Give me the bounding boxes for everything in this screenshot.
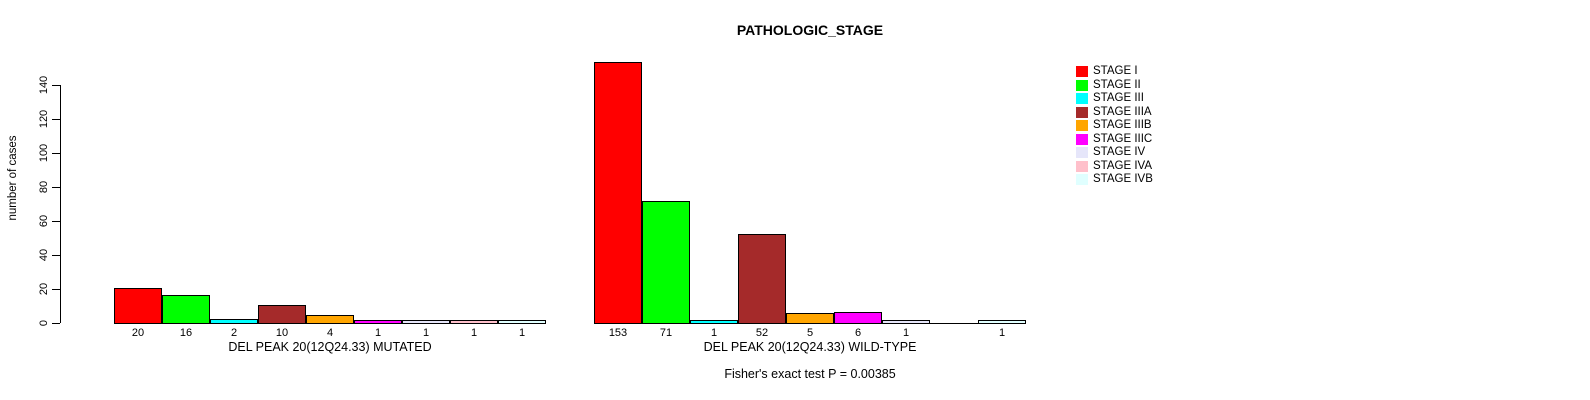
bar-stage-iv xyxy=(882,320,930,324)
bar-value-label: 10 xyxy=(275,327,289,339)
bar-value-label: 2 xyxy=(230,327,238,339)
bar-stage-iiia xyxy=(258,305,306,324)
y-tick xyxy=(52,323,60,324)
y-tick-label: 120 xyxy=(38,109,50,129)
bar-value-label: 5 xyxy=(806,327,814,339)
bar-stage-iiic xyxy=(834,312,882,324)
bar-stage-iv xyxy=(402,320,450,324)
y-tick xyxy=(52,255,60,256)
bar-value-label: 20 xyxy=(131,327,145,339)
bar-stage-i xyxy=(114,288,162,324)
bar-value-label: 153 xyxy=(608,327,628,339)
legend-label: STAGE IVB xyxy=(1093,173,1153,185)
bar-value-label: 1 xyxy=(422,327,430,339)
y-axis-label: number of cases xyxy=(7,135,19,221)
y-tick xyxy=(52,153,60,154)
legend-swatch-stage-iiia xyxy=(1076,106,1088,118)
bar-value-label: 52 xyxy=(755,327,769,339)
legend-label: STAGE IIIC xyxy=(1093,132,1153,145)
bar-value-label: 16 xyxy=(179,327,193,339)
y-tick-label: 80 xyxy=(38,180,50,194)
y-tick xyxy=(52,187,60,188)
bar-stage-ivb xyxy=(498,320,546,324)
bar-value-label: 4 xyxy=(326,327,334,339)
y-tick xyxy=(52,289,60,290)
legend-label: STAGE I xyxy=(1093,65,1138,77)
bar-value-label: 1 xyxy=(902,327,910,339)
y-tick-label: 100 xyxy=(38,143,50,163)
bar-value-label: 6 xyxy=(854,327,862,339)
y-tick-label: 0 xyxy=(38,319,50,327)
legend-swatch-stage-iva xyxy=(1076,160,1088,172)
y-tick-label: 60 xyxy=(38,214,50,228)
bar-stage-iva xyxy=(450,320,498,324)
legend-swatch-stage-ii xyxy=(1076,79,1088,91)
bar-stage-iiib xyxy=(306,315,354,324)
y-tick-label: 20 xyxy=(38,282,50,296)
legend-label: STAGE II xyxy=(1093,78,1141,91)
legend-label: STAGE IVA xyxy=(1093,159,1153,172)
y-axis xyxy=(60,85,61,323)
panel-xlabel: DEL PEAK 20(12Q24.33) WILD-TYPE xyxy=(703,340,917,354)
fisher-test-note: Fisher's exact test P = 0.00385 xyxy=(724,367,896,381)
bar-stage-iiia xyxy=(738,234,786,324)
legend-swatch-stage-iv xyxy=(1076,147,1088,158)
bar-stage-iii xyxy=(690,320,738,324)
legend-swatch-stage-iiic xyxy=(1076,133,1088,145)
y-tick xyxy=(52,221,60,222)
bar-value-label: 1 xyxy=(710,327,718,339)
bar-value-label: 1 xyxy=(998,327,1006,339)
bar-stage-ii xyxy=(162,295,210,324)
legend-label: STAGE IIIA xyxy=(1093,105,1152,118)
legend-label: STAGE III xyxy=(1093,92,1144,104)
legend-label: STAGE IV xyxy=(1093,146,1146,158)
legend-swatch-stage-iiib xyxy=(1076,120,1088,131)
bar-stage-iiic xyxy=(354,320,402,324)
bar-stage-ii xyxy=(642,201,690,324)
bar-value-label: 1 xyxy=(470,327,478,339)
bar-stage-i xyxy=(594,62,642,324)
legend-label: STAGE IIIB xyxy=(1093,119,1152,131)
bar-stage-ivb xyxy=(978,320,1026,324)
legend-swatch-stage-ivb xyxy=(1076,174,1088,185)
legend-swatch-stage-i xyxy=(1076,66,1088,77)
bar-value-label: 1 xyxy=(518,327,526,339)
y-tick-label: 140 xyxy=(38,75,50,95)
panel-xlabel: DEL PEAK 20(12Q24.33) MUTATED xyxy=(228,340,432,354)
legend-swatch-stage-iii xyxy=(1076,93,1088,104)
y-tick xyxy=(52,119,60,120)
bar-value-label: 71 xyxy=(659,327,673,339)
y-tick xyxy=(52,85,60,86)
bar-value-label: 1 xyxy=(374,327,382,339)
bar-stage-iii xyxy=(210,319,258,324)
y-tick-label: 40 xyxy=(38,248,50,262)
bar-stage-iiib xyxy=(786,313,834,324)
chart-title: PATHOLOGIC_STAGE xyxy=(736,22,884,38)
